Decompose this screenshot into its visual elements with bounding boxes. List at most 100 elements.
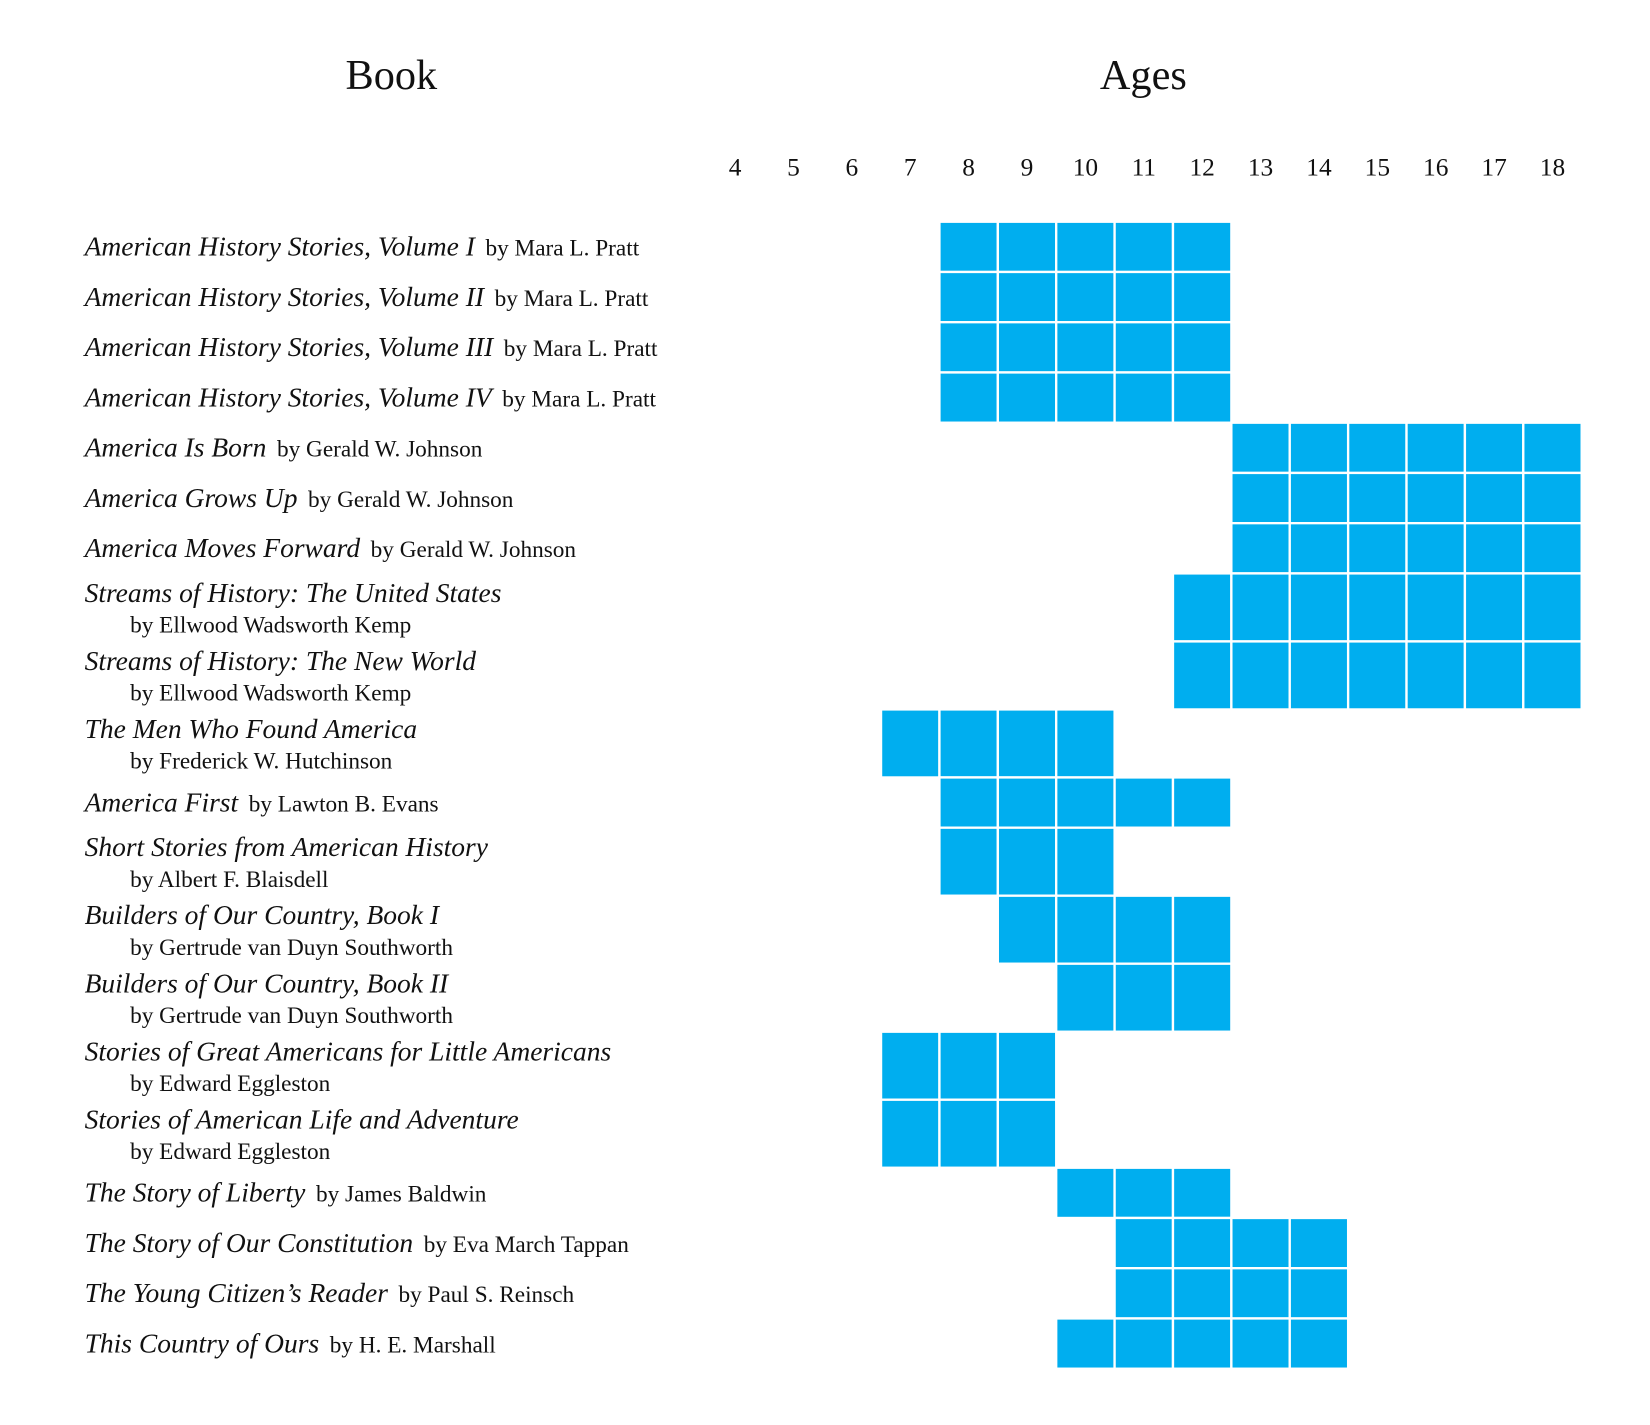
age-cell — [1055, 826, 1116, 897]
age-cell — [1171, 640, 1233, 711]
age-cell — [1463, 421, 1525, 475]
book-author: by Mara L. Pratt — [485, 236, 639, 262]
age-label: 4 — [729, 154, 742, 182]
book-author: by Gerald W. Johnson — [308, 487, 514, 513]
age-cell — [996, 270, 1058, 324]
age-label: 10 — [1073, 154, 1098, 182]
age-cell — [1288, 522, 1350, 575]
age-label: 15 — [1365, 154, 1390, 182]
book-entry: America Is Born by Gerald W. Johnson — [83, 432, 483, 463]
age-cell — [1522, 471, 1583, 525]
age-cell — [996, 1030, 1058, 1101]
age-cell — [1171, 371, 1233, 424]
age-label: 17 — [1481, 154, 1506, 182]
age-range — [1113, 1216, 1350, 1270]
book-entry: American History Stories, Volume II by Ma… — [83, 281, 649, 312]
book-entry: America First by Lawton B. Evans — [83, 786, 439, 817]
age-cell — [1055, 371, 1116, 424]
age-cell — [1230, 471, 1291, 525]
book-title: Stories of Great Americans for Little Am… — [85, 1035, 612, 1066]
age-cell — [1113, 1166, 1175, 1220]
age-cell — [1463, 522, 1525, 575]
age-cell — [1230, 421, 1291, 475]
age-range — [1171, 640, 1583, 711]
book-author: by Gertrude van Duyn Southworth — [130, 1003, 453, 1029]
age-cell — [1288, 1317, 1350, 1370]
age-cell — [996, 1098, 1058, 1169]
age-cell — [1405, 421, 1467, 475]
age-range — [1230, 522, 1583, 575]
book-entry: American History Stories, Volume I by Mar… — [83, 231, 640, 262]
age-cell — [996, 826, 1058, 897]
age-range — [1055, 962, 1233, 1033]
age-cell — [938, 1030, 999, 1101]
age-cell — [938, 776, 999, 829]
age-cell — [1288, 640, 1350, 711]
age-cell — [1346, 572, 1408, 643]
age-range — [1055, 1166, 1233, 1220]
book-title: America Is Born — [83, 432, 267, 463]
age-cell — [1346, 421, 1408, 475]
book-title: Stories of American Life and Adventure — [85, 1103, 519, 1134]
age-cell — [1113, 220, 1175, 274]
book-author: by Gerald W. Johnson — [371, 537, 577, 563]
age-cell — [1230, 1317, 1291, 1370]
age-label: 16 — [1423, 154, 1448, 182]
book-title: American History Stories, Volume II — [83, 281, 486, 312]
book-title: Streams of History: The United States — [85, 577, 502, 608]
age-cell — [1171, 1166, 1233, 1220]
age-cell — [1171, 321, 1233, 374]
age-cell — [1463, 471, 1525, 525]
age-range — [879, 708, 1116, 779]
age-cell — [1288, 1267, 1350, 1320]
book-title: This Country of Ours — [85, 1327, 320, 1358]
age-cell — [1522, 522, 1583, 575]
age-label: 12 — [1189, 154, 1214, 182]
age-cell — [1171, 270, 1233, 324]
book-title: The Story of Our Constitution — [85, 1227, 414, 1258]
book-author: by Gertrude van Duyn Southworth — [130, 935, 453, 961]
book-author: by Ellwood Wadsworth Kemp — [130, 613, 411, 639]
book-author: by Edward Eggleston — [130, 1139, 331, 1165]
age-cell — [996, 708, 1058, 779]
age-cell — [1055, 220, 1116, 274]
age-cell — [1113, 321, 1175, 374]
age-label: 9 — [1021, 154, 1034, 182]
age-cell — [1171, 1216, 1233, 1270]
age-cell — [1055, 1166, 1116, 1220]
age-cell — [938, 826, 999, 897]
book-author: by Ellwood Wadsworth Kemp — [130, 681, 411, 707]
age-cell — [938, 220, 999, 274]
age-label: 6 — [846, 154, 859, 182]
book-entry: The Story of Liberty by James Baldwin — [85, 1177, 487, 1208]
book-author: by H. E. Marshall — [330, 1332, 496, 1358]
age-cell — [1055, 894, 1116, 965]
age-cell — [1055, 270, 1116, 324]
book-entry: American History Stories, Volume IV by Ma… — [83, 381, 657, 412]
age-cell — [1288, 421, 1350, 475]
age-cell — [1171, 1317, 1233, 1370]
age-cell — [1113, 1317, 1175, 1370]
age-cell — [938, 708, 999, 779]
age-cell — [1113, 894, 1175, 965]
age-cell — [1055, 1317, 1116, 1370]
age-cell — [996, 776, 1058, 829]
age-cell — [1288, 471, 1350, 525]
age-cell — [1171, 1267, 1233, 1320]
book-entry: America Moves Forward by Gerald W. Johnso… — [83, 532, 577, 563]
book-author: by Paul S. Reinsch — [398, 1282, 574, 1308]
age-cell — [1055, 708, 1116, 779]
age-cell — [1405, 522, 1467, 575]
age-cell — [1288, 1216, 1350, 1270]
age-cell — [996, 371, 1058, 424]
age-cell — [938, 1098, 999, 1169]
book-author: by Gerald W. Johnson — [277, 437, 483, 463]
book-entry: America Grows Up by Gerald W. Johnson — [83, 482, 514, 513]
book-title: America First — [83, 786, 240, 817]
age-cell — [1405, 471, 1467, 525]
age-label: 7 — [904, 154, 917, 182]
age-cell — [1230, 522, 1291, 575]
age-cell — [1405, 572, 1467, 643]
age-range — [1113, 1267, 1350, 1320]
